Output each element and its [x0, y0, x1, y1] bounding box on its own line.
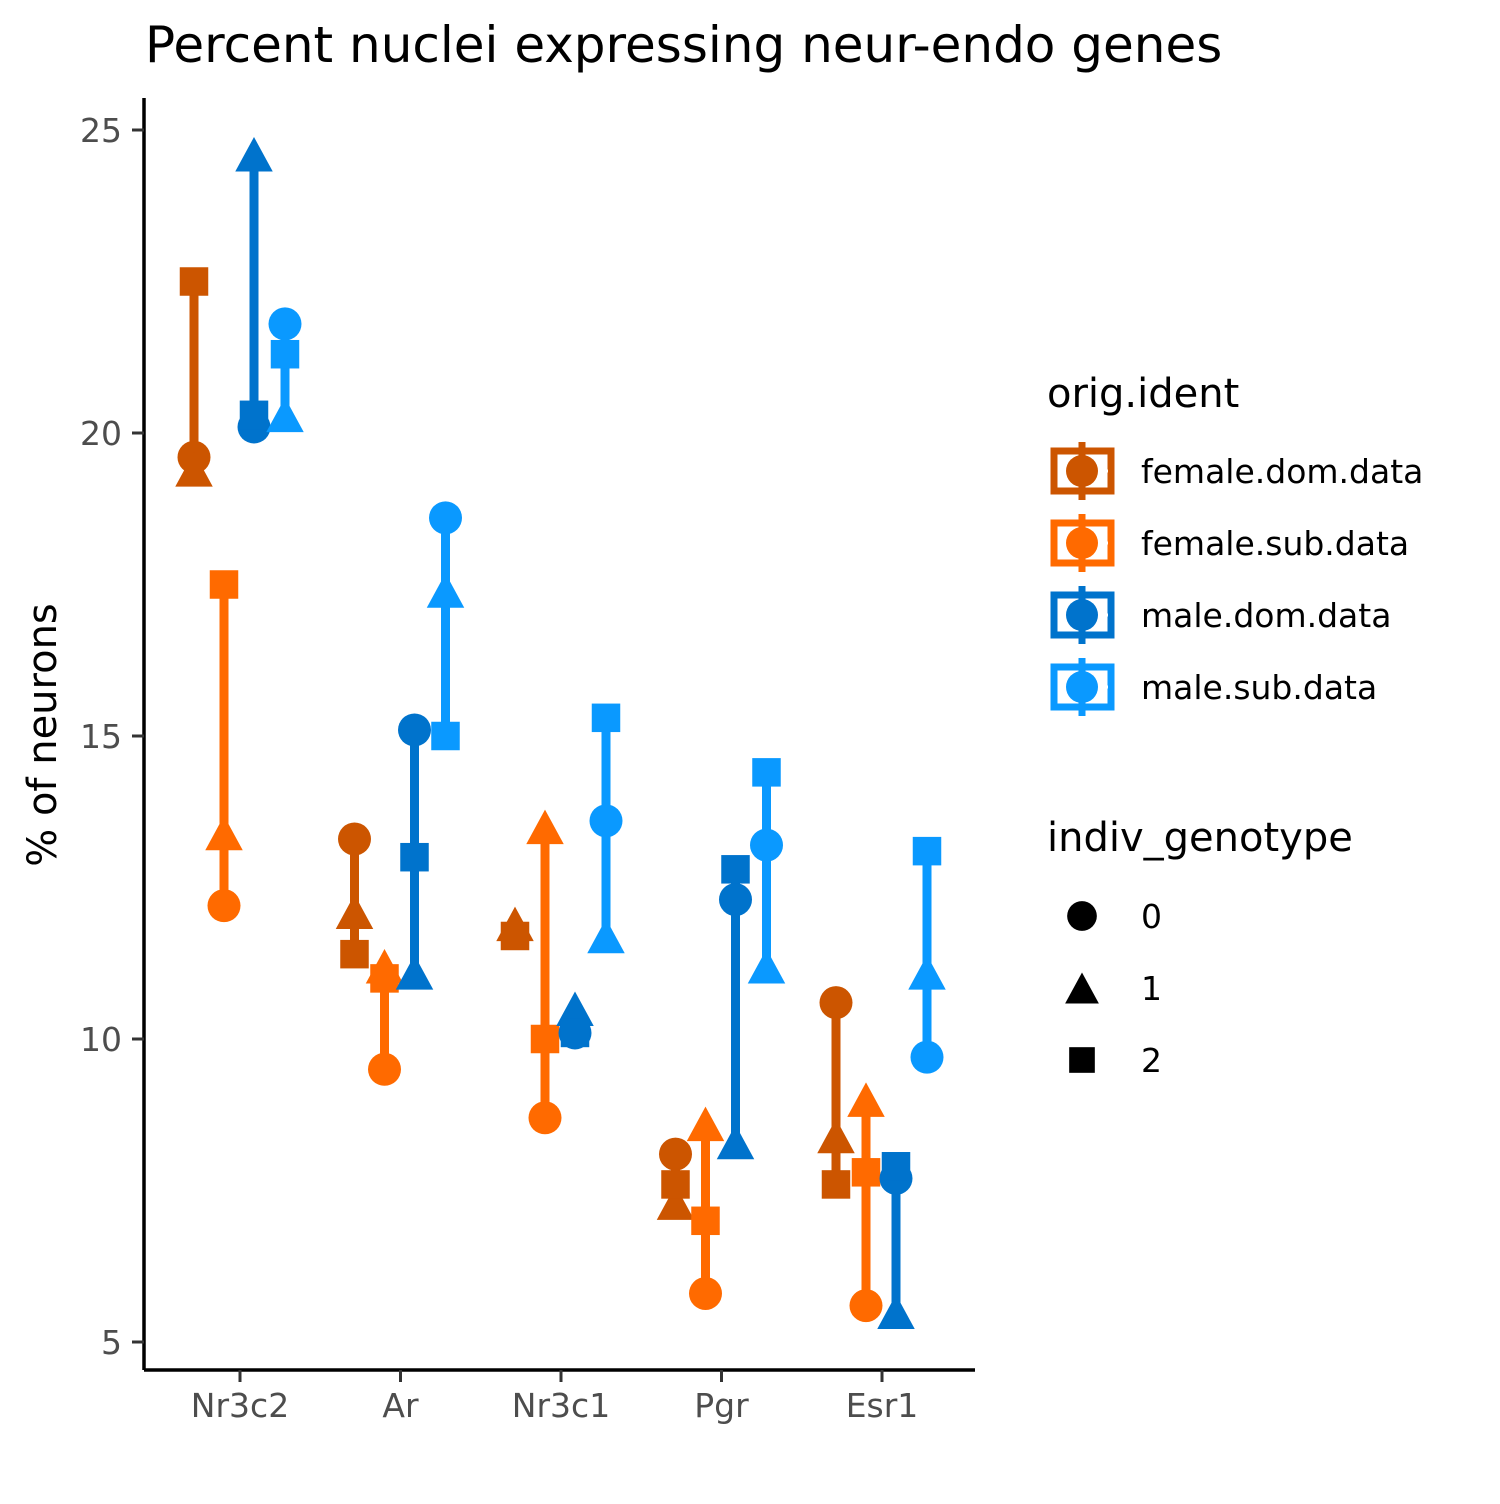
- legend-item: male.sub.data: [1050, 658, 1377, 716]
- legend-shape-item: 0: [1067, 897, 1162, 936]
- data-point-triangle: [426, 573, 465, 608]
- chart-title: Percent nuclei expressing neur-endo gene…: [145, 16, 1222, 74]
- legend: orig.ident female.dom.data female.sub.data…: [1047, 371, 1423, 1080]
- legend-item: female.sub.data: [1050, 514, 1409, 572]
- data-point-circle: [689, 1277, 722, 1311]
- data-point-triangle: [266, 397, 304, 433]
- y-tick-label: 20: [80, 414, 122, 453]
- data-point-circle: [398, 713, 431, 747]
- data-point-triangle: [716, 1124, 755, 1160]
- data-point-circle: [268, 307, 302, 341]
- data-point-circle: [659, 1137, 692, 1171]
- data-point-circle: [849, 1289, 883, 1323]
- x-tick-label: Nr3c1: [512, 1386, 610, 1425]
- data-point-square: [591, 703, 621, 733]
- legend-shape-label: 2: [1141, 1041, 1162, 1080]
- x-tick-label: Ar: [382, 1386, 419, 1425]
- data-point-circle: [819, 986, 853, 1020]
- x-tick-label: Esr1: [846, 1386, 919, 1425]
- data-point-circle: [719, 883, 752, 917]
- data-point-triangle: [335, 894, 374, 929]
- data-point-circle: [910, 1040, 944, 1074]
- legend-key-circle: [1066, 455, 1098, 487]
- plot-area: [175, 136, 946, 1329]
- data-point-square: [500, 921, 530, 951]
- data-point-triangle: [395, 955, 434, 990]
- legend-title-color: orig.ident: [1047, 371, 1239, 417]
- data-point-triangle: [817, 1118, 855, 1154]
- data-point-square: [400, 842, 429, 872]
- data-point-triangle: [747, 949, 786, 984]
- legend-shape-item: 2: [1069, 1041, 1162, 1080]
- legend-label: female.dom.data: [1141, 452, 1423, 491]
- x-tick-label: Pgr: [694, 1386, 749, 1425]
- legend-label: male.dom.data: [1141, 596, 1391, 635]
- data-point-triangle: [175, 452, 213, 487]
- legend-label: male.sub.data: [1141, 668, 1377, 707]
- data-point-square: [270, 339, 300, 369]
- data-point-circle: [207, 889, 241, 923]
- x-tick-label: Nr3c2: [191, 1386, 289, 1425]
- data-point-triangle: [587, 918, 625, 954]
- data-point-circle: [750, 828, 783, 862]
- data-point-square: [851, 1158, 881, 1187]
- data-point-triangle: [556, 991, 594, 1026]
- data-point-square: [661, 1170, 690, 1199]
- data-point-square: [370, 964, 399, 993]
- data-point-square: [721, 855, 750, 884]
- y-axis-label: % of neurons: [20, 603, 66, 867]
- y-tick-label: 10: [80, 1020, 122, 1059]
- data-point-triangle: [877, 1294, 915, 1329]
- data-point-triangle: [847, 1082, 885, 1117]
- axes: 5 10 15 20 25 Nr3c2 Ar Nr3c1 Pgr Esr1: [80, 98, 975, 1425]
- legend-key-circle: [1066, 527, 1098, 559]
- data-point-triangle: [908, 955, 946, 990]
- legend-title-shape: indiv_genotype: [1047, 815, 1353, 861]
- legend-key-square: [1069, 1047, 1095, 1073]
- data-point-square: [881, 1152, 911, 1181]
- legend-item: male.dom.data: [1050, 586, 1391, 644]
- data-point-circle: [338, 822, 371, 856]
- legend-shape-item: 1: [1065, 969, 1162, 1008]
- data-point-circle: [429, 501, 462, 535]
- data-point-square: [340, 939, 369, 969]
- legend-item: female.dom.data: [1050, 442, 1423, 500]
- data-point-square: [560, 1018, 590, 1048]
- y-tick-label: 15: [80, 717, 122, 756]
- data-point-square: [912, 836, 942, 866]
- data-point-triangle: [686, 1106, 725, 1142]
- y-tick-label: 5: [101, 1323, 122, 1362]
- data-point-circle: [528, 1101, 562, 1135]
- data-point-square: [179, 267, 209, 296]
- data-point-circle: [368, 1052, 401, 1086]
- data-point-square: [431, 721, 460, 751]
- legend-shape-label: 1: [1141, 969, 1162, 1008]
- legend-key-circle: [1066, 671, 1098, 703]
- data-point-triangle: [526, 809, 564, 845]
- data-point-square: [821, 1170, 851, 1199]
- data-point-triangle: [656, 1185, 695, 1220]
- legend-key-circle: [1066, 599, 1098, 631]
- data-point-square: [209, 570, 239, 599]
- legend-label: female.sub.data: [1141, 524, 1409, 563]
- legend-key-triangle: [1065, 972, 1099, 1004]
- data-point-triangle: [205, 815, 243, 851]
- data-point-square: [691, 1206, 720, 1236]
- data-point-square: [530, 1024, 560, 1054]
- y-tick-label: 25: [80, 111, 122, 150]
- data-point-triangle: [235, 136, 273, 172]
- data-point-circle: [589, 804, 623, 838]
- legend-shape-label: 0: [1141, 897, 1162, 936]
- data-point-square: [239, 400, 269, 430]
- data-point-square: [752, 758, 781, 787]
- legend-key-circle: [1067, 901, 1097, 931]
